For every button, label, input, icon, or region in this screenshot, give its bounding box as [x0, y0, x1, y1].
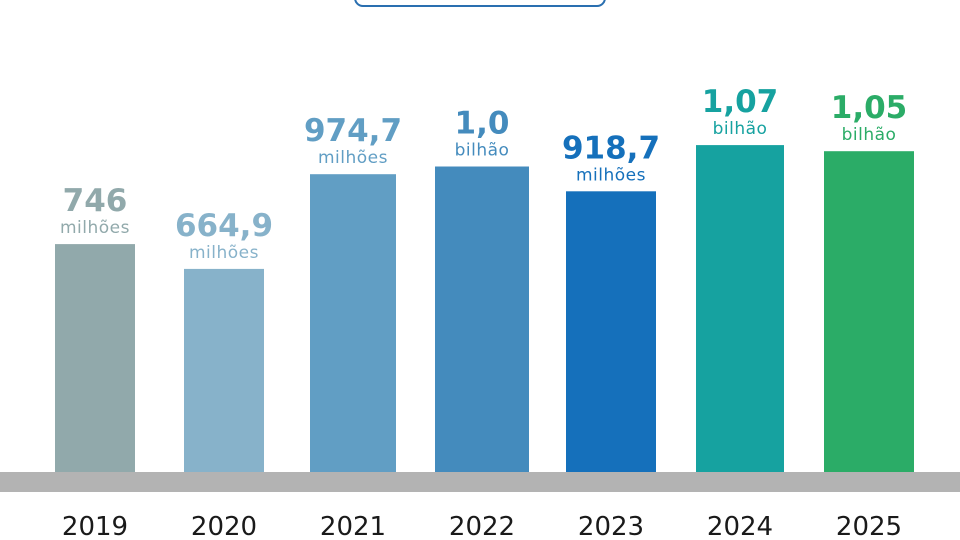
bar-2019	[55, 244, 135, 472]
x-tick-label-2024: 2024	[707, 512, 773, 540]
x-tick-label-2022: 2022	[449, 512, 515, 540]
bar-2023	[566, 191, 656, 473]
title-fragment	[354, 0, 606, 7]
bar-2024	[696, 145, 784, 472]
bar-2020	[184, 268, 264, 472]
unit-label-2024: bilhão	[713, 119, 768, 139]
value-label-2025: 1,05	[831, 90, 908, 126]
value-label-2021: 974,7	[304, 113, 402, 149]
value-label-2024: 1,07	[702, 84, 779, 120]
unit-label-2020: milhões	[189, 243, 259, 263]
unit-label-2022: bilhão	[455, 141, 510, 161]
bar-2025	[824, 151, 914, 472]
labels-layer: milhões7462019milhões664,92020milhões974…	[60, 84, 907, 540]
x-tick-label-2021: 2021	[320, 512, 386, 540]
value-label-2022: 1,0	[455, 106, 510, 142]
unit-label-2021: milhões	[318, 148, 388, 168]
bars-layer	[55, 145, 914, 473]
bar-2021	[310, 174, 396, 472]
bar-2022	[435, 166, 529, 472]
unit-label-2023: milhões	[576, 165, 646, 185]
value-label-2023: 918,7	[562, 130, 660, 166]
x-tick-label-2020: 2020	[191, 512, 257, 540]
value-label-2019: 746	[63, 183, 128, 219]
x-tick-label-2019: 2019	[62, 512, 128, 540]
unit-label-2019: milhões	[60, 218, 130, 238]
x-tick-label-2025: 2025	[836, 512, 902, 540]
value-label-2020: 664,9	[175, 208, 273, 244]
unit-label-2025: bilhão	[842, 125, 897, 145]
x-tick-label-2023: 2023	[578, 512, 644, 540]
baseline-axis	[0, 472, 960, 492]
